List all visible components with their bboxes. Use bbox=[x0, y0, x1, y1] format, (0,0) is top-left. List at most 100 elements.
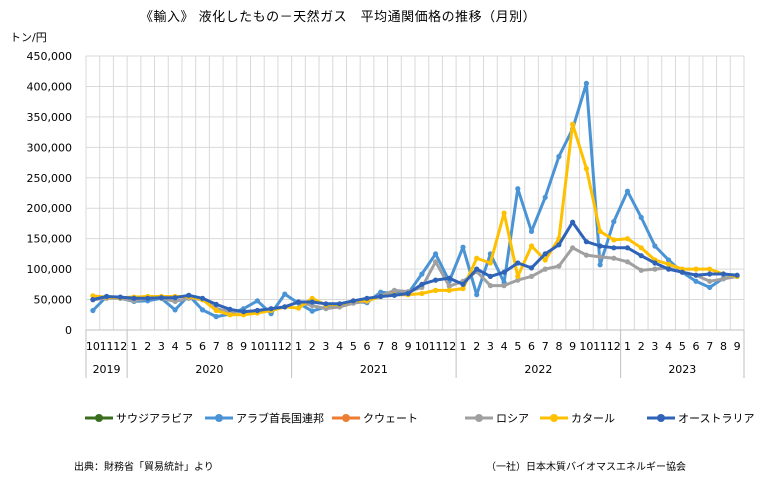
x-tick-label: 5 bbox=[679, 340, 686, 353]
legend-swatch bbox=[647, 414, 675, 422]
data-point bbox=[213, 314, 219, 320]
year-label: 2023 bbox=[668, 363, 696, 376]
x-tick-label: 8 bbox=[226, 340, 233, 353]
data-point bbox=[419, 281, 425, 287]
year-label: 2020 bbox=[195, 363, 223, 376]
x-tick-label: 5 bbox=[185, 340, 192, 353]
data-point bbox=[720, 271, 727, 277]
data-point bbox=[679, 269, 685, 275]
year-label: 2022 bbox=[524, 363, 552, 376]
data-point bbox=[556, 242, 562, 248]
legend-label: アラブ首長国連邦 bbox=[236, 412, 324, 425]
data-point bbox=[199, 307, 206, 313]
data-point bbox=[515, 186, 521, 192]
data-point bbox=[556, 153, 562, 160]
y-tick-label: 100,000 bbox=[27, 263, 73, 276]
data-point bbox=[707, 271, 713, 277]
data-point bbox=[707, 278, 713, 284]
legend-swatch bbox=[465, 414, 493, 422]
data-point bbox=[446, 275, 452, 281]
legend-item: アラブ首長国連邦 bbox=[204, 410, 324, 426]
data-point bbox=[542, 251, 548, 257]
x-tick-label: 12 bbox=[113, 340, 127, 353]
x-tick-label: 5 bbox=[514, 340, 521, 353]
data-point bbox=[638, 267, 644, 273]
legend-marker bbox=[550, 414, 558, 422]
data-point bbox=[90, 307, 96, 314]
data-point bbox=[597, 228, 603, 234]
data-point bbox=[624, 245, 631, 251]
x-tick-label: 1 bbox=[624, 340, 631, 353]
x-tick-label: 4 bbox=[665, 340, 672, 353]
data-point bbox=[487, 260, 493, 266]
data-point bbox=[501, 283, 507, 289]
y-axis-unit-label: トン/円 bbox=[10, 31, 47, 44]
data-point bbox=[611, 237, 617, 243]
y-axis: 0 50,000 100,000 150,000 200,000 250,000 300,0… bbox=[27, 50, 73, 337]
x-tick-label: 11 bbox=[593, 340, 607, 353]
data-point bbox=[323, 306, 329, 312]
y-tick-label: 350,000 bbox=[27, 111, 73, 124]
x-tick-label: 10 bbox=[250, 340, 264, 353]
data-point bbox=[433, 287, 439, 293]
x-tick-label: 9 bbox=[240, 340, 247, 353]
x-tick-label: 2 bbox=[473, 340, 480, 353]
data-point bbox=[295, 299, 302, 305]
legend-swatch bbox=[85, 414, 113, 422]
data-point bbox=[624, 188, 631, 194]
x-tick-label: 3 bbox=[651, 340, 658, 353]
data-point bbox=[474, 255, 480, 261]
data-point bbox=[172, 298, 178, 304]
legend-swatch bbox=[540, 414, 568, 422]
y-tick-label: 0 bbox=[65, 324, 72, 337]
data-point bbox=[323, 301, 329, 307]
data-point bbox=[433, 277, 439, 283]
data-point bbox=[666, 257, 672, 263]
x-tick-label: 10 bbox=[415, 340, 429, 353]
data-point bbox=[460, 286, 466, 292]
data-point bbox=[186, 292, 192, 298]
x-tick-label: 9 bbox=[734, 340, 741, 353]
x-tick-label: 1 bbox=[295, 340, 302, 353]
legend-marker bbox=[95, 414, 103, 422]
data-point bbox=[241, 309, 247, 315]
x-tick-label: 2 bbox=[309, 340, 316, 353]
data-point bbox=[172, 307, 178, 313]
y-tick-label: 450,000 bbox=[27, 50, 73, 63]
x-tick-label: 7 bbox=[706, 340, 713, 353]
x-tick-label: 10 bbox=[86, 340, 100, 353]
data-point bbox=[460, 281, 466, 287]
data-point bbox=[624, 259, 631, 265]
legend-label: オーストラリア bbox=[678, 412, 755, 425]
x-tick-label: 7 bbox=[377, 340, 384, 353]
legend-item: カタール bbox=[539, 410, 615, 426]
data-point bbox=[515, 273, 521, 279]
legend-label: サウジアラビア bbox=[116, 412, 193, 425]
data-point bbox=[213, 301, 219, 307]
data-point bbox=[350, 298, 356, 304]
x-tick-label: 6 bbox=[199, 340, 206, 353]
data-point bbox=[487, 283, 493, 289]
x-tick-label: 9 bbox=[405, 340, 412, 353]
data-point bbox=[295, 305, 302, 311]
data-point bbox=[652, 243, 658, 249]
data-point bbox=[172, 295, 178, 301]
data-point bbox=[570, 121, 576, 127]
chart-title: 《輸入》 液化したもの－天然ガス 平均通関価格の推移（月別） bbox=[140, 10, 537, 25]
x-tick-label: 4 bbox=[501, 340, 508, 353]
legend-label: ロシア bbox=[496, 412, 529, 425]
data-point bbox=[446, 283, 452, 289]
data-point bbox=[597, 262, 603, 268]
x-tick-label: 1 bbox=[130, 340, 137, 353]
data-point bbox=[378, 293, 384, 300]
data-point bbox=[556, 263, 562, 269]
data-point bbox=[282, 291, 288, 297]
data-point bbox=[213, 307, 219, 314]
x-tick-label: 5 bbox=[350, 340, 357, 353]
data-point bbox=[282, 304, 288, 310]
data-point bbox=[364, 295, 370, 301]
x-tick-label: 4 bbox=[336, 340, 343, 353]
data-point bbox=[117, 294, 123, 300]
x-tick-label: 8 bbox=[720, 340, 727, 353]
data-point bbox=[734, 272, 740, 278]
